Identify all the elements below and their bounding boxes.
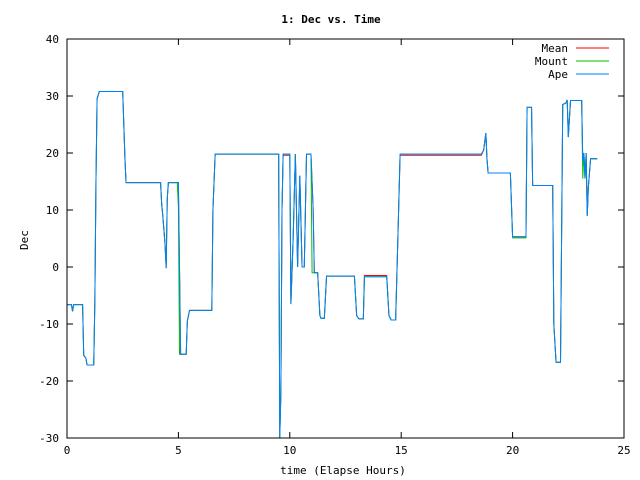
series-group <box>67 90 598 439</box>
y-tick-label: 40 <box>46 33 59 46</box>
y-tick-label: 30 <box>46 90 59 103</box>
legend-label-ape: Ape <box>548 68 568 81</box>
x-tick-label: 20 <box>506 444 519 457</box>
y-tick-label: -20 <box>39 375 59 388</box>
series-line-ape <box>67 90 598 439</box>
y-tick-label: -30 <box>39 432 59 445</box>
x-tick-label: 25 <box>617 444 630 457</box>
x-axis-label: time (Elapse Hours) <box>280 464 406 477</box>
y-tick-label: -10 <box>39 318 59 331</box>
axis-ticks: 0 5 10 15 20 25 -30 -20 -10 0 10 20 30 40 <box>39 33 631 457</box>
plot-frame <box>66 38 625 439</box>
y-tick-label: 0 <box>52 261 59 274</box>
series-line-mount <box>67 90 598 439</box>
x-tick-label: 10 <box>283 444 296 457</box>
x-tick-label: 5 <box>175 444 182 457</box>
x-tick-label: 15 <box>395 444 408 457</box>
chart-title: 1: Dec vs. Time <box>281 13 381 26</box>
y-tick-label: 20 <box>46 147 59 160</box>
y-tick-label: 10 <box>46 204 59 217</box>
series-line-mean <box>67 90 598 439</box>
y-axis-label: Dec <box>18 230 31 250</box>
x-tick-label: 0 <box>64 444 71 457</box>
legend-label-mean: Mean <box>542 42 569 55</box>
legend-label-mount: Mount <box>535 55 568 68</box>
